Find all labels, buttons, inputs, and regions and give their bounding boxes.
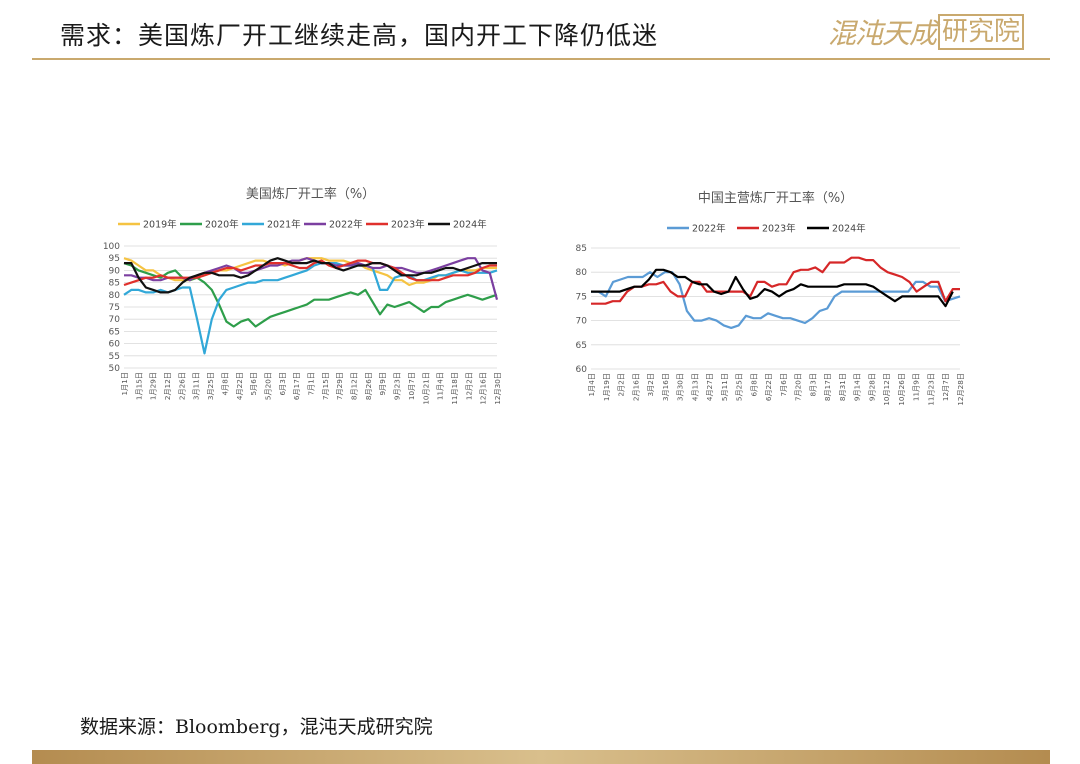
x-tick-label: 5月6日: [249, 372, 258, 396]
x-tick-label: 3月25日: [206, 372, 215, 400]
us-refinery-utilization-chart: 美国炼厂开工率（%） 2019年 2020年 2021年 2022年 2023年 2024年…: [103, 186, 502, 405]
x-tick-label: 2月12日: [163, 372, 172, 400]
x-tick-label: 11月18日: [450, 372, 459, 405]
x-tick-label: 2月26日: [177, 372, 186, 400]
x-tick-label: 6月8日: [749, 373, 758, 397]
x-tick-label: 3月16日: [661, 373, 670, 401]
y-tick-label: 65: [109, 327, 120, 337]
x-tick-label: 7月20日: [794, 373, 803, 401]
x-tick-label: 5月11日: [720, 373, 729, 401]
x-tick-label: 4月27日: [705, 373, 714, 401]
legend-entry: 2019年: [143, 219, 177, 231]
x-tick-label: 6月3日: [278, 372, 287, 396]
x-tick-label: 12月30日: [493, 372, 502, 405]
x-tick-label: 11月9日: [912, 373, 921, 401]
x-tick-label: 3月11日: [192, 372, 201, 400]
legend-entry: 2020年: [205, 219, 239, 231]
footer-bar: [32, 750, 1050, 764]
y-tick-label: 60: [576, 365, 588, 375]
x-tick-label: 6月22日: [764, 373, 773, 401]
logo-box-text: 研究院: [938, 14, 1025, 50]
x-tick-label: 7月1日: [307, 372, 316, 396]
chart-title: 中国主营炼厂开工率（%）: [698, 190, 853, 206]
x-tick-label: 7月29日: [335, 372, 344, 400]
x-tick-label: 8月3日: [808, 373, 817, 397]
legend-entry: 2023年: [391, 219, 425, 231]
x-tick-label: 6月17日: [292, 372, 301, 400]
series-line-2024年: [591, 268, 954, 308]
y-tick-label: 65: [576, 341, 587, 351]
x-tick-label: 1月29日: [149, 372, 158, 400]
x-tick-label: 8月17日: [823, 373, 832, 401]
x-tick-label: 5月20日: [263, 372, 272, 400]
x-tick-label: 1月19日: [602, 373, 611, 401]
x-tick-label: 3月2日: [646, 373, 655, 397]
x-tick-label: 2月2日: [617, 373, 626, 397]
y-tick-label: 75: [109, 303, 120, 313]
y-tick-label: 85: [576, 244, 587, 254]
x-tick-label: 1月1日: [120, 372, 129, 396]
legend-entry: 2023年: [762, 223, 796, 235]
x-tick-label: 10月12日: [882, 373, 891, 406]
x-tick-label: 7月15日: [321, 372, 330, 400]
x-tick-label: 1月15日: [134, 372, 143, 400]
x-tick-label: 3月30日: [676, 373, 685, 401]
chart-title: 美国炼厂开工率（%）: [246, 186, 375, 202]
x-tick-label: 10月7日: [407, 372, 416, 400]
y-tick-label: 75: [576, 292, 587, 302]
page-title: 需求：美国炼厂开工继续走高，国内开工下降仍低迷: [60, 21, 659, 50]
y-tick-label: 90: [109, 266, 121, 276]
legend-entry: 2024年: [453, 219, 487, 231]
x-tick-label: 10月26日: [897, 373, 906, 406]
x-tick-label: 9月9日: [378, 372, 387, 396]
y-tick-label: 50: [109, 364, 121, 374]
x-tick-label: 10月21日: [421, 372, 430, 405]
china-refinery-utilization-chart: 中国主营炼厂开工率（%） 2022年 2023年 2024年 60 65 70 75 80 85 1…: [576, 190, 965, 406]
brand-logo: 混沌天成 研究院: [828, 14, 1025, 50]
x-tick-label: 8月26日: [364, 372, 373, 400]
x-tick-label: 12月2日: [464, 372, 473, 400]
series-line-2021年: [123, 262, 498, 355]
x-tick-label: 5月25日: [735, 373, 744, 401]
series-line-2023年: [591, 256, 960, 305]
x-tick-label: 4月13日: [690, 373, 699, 401]
x-tick-label: 9月28日: [867, 373, 876, 401]
y-tick-label: 80: [576, 268, 588, 278]
x-tick-label: 7月6日: [779, 373, 788, 397]
y-tick-label: 95: [109, 254, 120, 264]
x-tick-label: 11月23日: [926, 373, 935, 406]
x-tick-label: 9月14日: [853, 373, 862, 401]
x-tick-label: 4月22日: [235, 372, 244, 400]
legend-entry: 2022年: [692, 223, 726, 235]
y-tick-label: 80: [109, 291, 121, 301]
x-tick-label: 8月12日: [350, 372, 359, 400]
y-tick-label: 70: [576, 317, 588, 327]
y-tick-label: 100: [103, 242, 120, 252]
header-divider: [32, 58, 1050, 60]
legend-entry: 2022年: [329, 219, 363, 231]
logo-text: 混沌天成: [828, 17, 937, 50]
series-line-2024年: [124, 257, 497, 294]
legend-entry: 2021年: [267, 219, 301, 231]
y-tick-label: 85: [109, 279, 120, 289]
series-line-2023年: [123, 259, 497, 287]
y-tick-label: 60: [109, 340, 121, 350]
legend-entry: 2024年: [832, 223, 866, 235]
x-tick-label: 12月28日: [956, 373, 965, 406]
x-tick-label: 11月4日: [436, 372, 445, 400]
y-tick-label: 70: [109, 315, 121, 325]
x-tick-label: 12月16日: [479, 372, 488, 405]
x-tick-label: 1月4日: [587, 373, 596, 397]
x-tick-label: 2月16日: [631, 373, 640, 401]
x-tick-label: 9月23日: [393, 372, 402, 400]
x-tick-label: 12月7日: [941, 373, 950, 401]
data-source-note: 数据来源：Bloomberg，混沌天成研究院: [80, 716, 433, 738]
y-tick-label: 55: [109, 352, 120, 362]
x-tick-label: 8月31日: [838, 373, 847, 401]
x-tick-label: 4月8日: [220, 372, 229, 396]
